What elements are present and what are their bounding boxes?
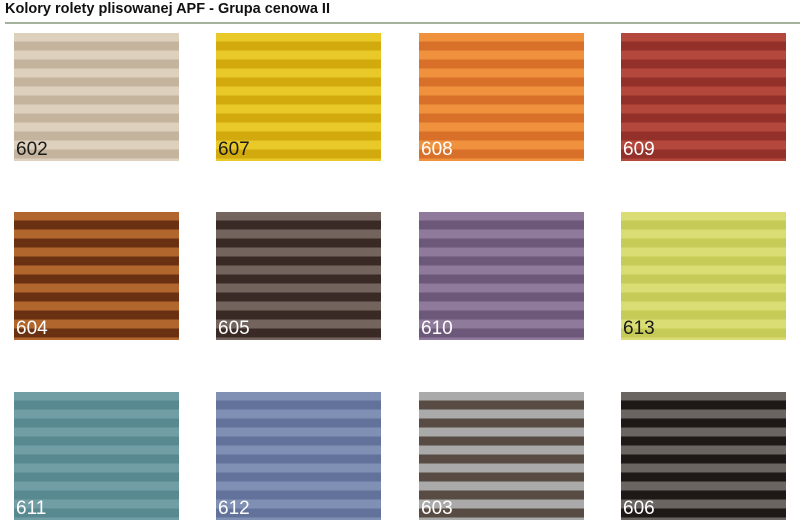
color-swatch-606[interactable]: 606 — [621, 392, 786, 520]
page-title: Kolory rolety plisowanej APF - Grupa cen… — [5, 1, 330, 17]
color-swatch-609[interactable]: 609 — [621, 33, 786, 161]
color-swatch-611[interactable]: 611 — [14, 392, 179, 520]
swatch-code-label: 608 — [421, 139, 453, 160]
color-swatch-604[interactable]: 604 — [14, 212, 179, 340]
swatch-code-label: 613 — [623, 318, 655, 339]
swatch-code-label: 607 — [218, 139, 250, 160]
swatch-code-label: 609 — [623, 139, 655, 160]
swatch-code-label: 606 — [623, 498, 655, 519]
title-divider — [5, 22, 800, 24]
color-swatch-602[interactable]: 602 — [14, 33, 179, 161]
swatch-code-label: 605 — [218, 318, 250, 339]
swatch-code-label: 602 — [16, 139, 48, 160]
swatch-code-label: 603 — [421, 498, 453, 519]
swatch-code-label: 610 — [421, 318, 453, 339]
swatch-code-label: 611 — [16, 498, 47, 519]
color-swatch-613[interactable]: 613 — [621, 212, 786, 340]
swatch-code-label: 604 — [16, 318, 48, 339]
color-swatch-610[interactable]: 610 — [419, 212, 584, 340]
color-swatch-612[interactable]: 612 — [216, 392, 381, 520]
color-swatch-607[interactable]: 607 — [216, 33, 381, 161]
color-swatch-605[interactable]: 605 — [216, 212, 381, 340]
color-swatch-608[interactable]: 608 — [419, 33, 584, 161]
color-swatch-603[interactable]: 603 — [419, 392, 584, 520]
swatch-code-label: 612 — [218, 498, 250, 519]
